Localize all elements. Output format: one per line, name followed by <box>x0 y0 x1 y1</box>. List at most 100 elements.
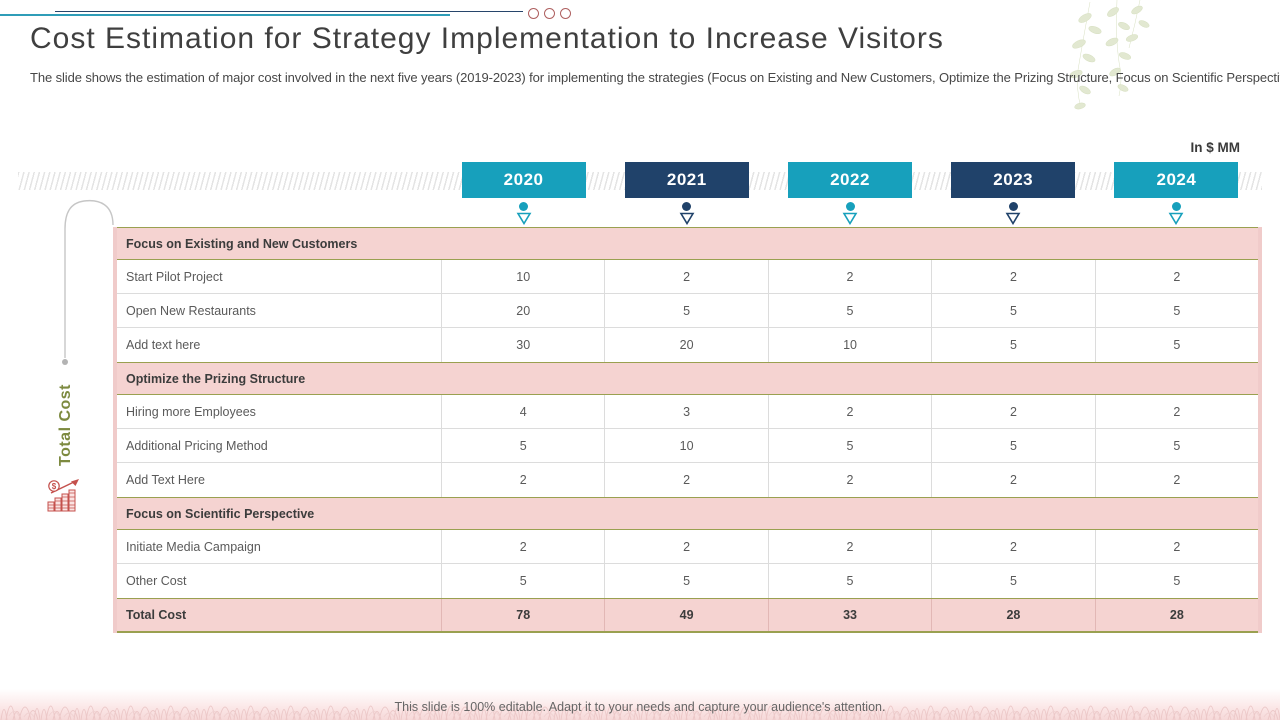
total-value: 78 <box>442 599 606 631</box>
total-value: 28 <box>932 599 1096 631</box>
table-row: Additional Pricing Method 5 10 5 5 5 <box>117 429 1258 463</box>
row-label: Open New Restaurants <box>117 294 442 327</box>
leaf-decoration-graphic <box>1069 0 1150 110</box>
row-label: Start Pilot Project <box>117 260 442 293</box>
decorative-dots <box>528 8 571 19</box>
cell-value: 2 <box>442 463 606 497</box>
year-label: 2020 <box>461 162 586 198</box>
arrow-down-icon <box>516 212 532 225</box>
row-label: Additional Pricing Method <box>117 429 442 462</box>
arrow-down-icon <box>1005 212 1021 225</box>
cell-value: 10 <box>769 328 933 362</box>
cell-value: 2 <box>605 530 769 563</box>
timeline-dot <box>519 202 529 211</box>
circle-icon <box>544 8 555 19</box>
cell-value: 5 <box>932 328 1096 362</box>
cell-value: 2 <box>769 395 933 428</box>
cell-value: 5 <box>442 429 606 462</box>
year-label: 2023 <box>951 162 1076 198</box>
cell-value: 5 <box>442 564 606 598</box>
timeline-dot <box>845 202 855 211</box>
cell-value: 2 <box>932 463 1096 497</box>
cell-value: 5 <box>769 429 933 462</box>
arrow-down-icon <box>842 212 858 225</box>
cell-value: 5 <box>1173 438 1181 453</box>
cell-value: 2 <box>932 530 1096 563</box>
cell-value: 4 <box>442 395 606 428</box>
cell-value: 2 <box>605 463 769 497</box>
table-row: Start Pilot Project 10 2 2 2 2 <box>117 260 1258 294</box>
cell-value: 20 <box>442 294 606 327</box>
table-row: Open New Restaurants 20 5 5 5 5 <box>117 294 1258 328</box>
row-label: Add text here <box>117 328 442 362</box>
cell-value: 5 <box>1173 303 1181 318</box>
circle-icon <box>560 8 571 19</box>
growth-chart-icon: $ <box>47 479 79 512</box>
unit-label: In $ MM <box>1190 140 1241 155</box>
timeline-year-2021: 2021 <box>605 162 768 225</box>
row-label: Initiate Media Campaign <box>117 530 442 563</box>
arrow-down-icon <box>679 212 695 225</box>
cell-value: 5 <box>1173 338 1181 352</box>
cell-value: 5 <box>1173 574 1181 588</box>
circle-icon <box>528 8 539 19</box>
row-label: Other Cost <box>117 564 442 598</box>
cell-value: 5 <box>932 429 1096 462</box>
cell-value: 2 <box>932 260 1096 293</box>
top-navy-line <box>55 11 523 12</box>
section-header-row: Focus on Scientific Perspective <box>117 497 1258 530</box>
cell-value: 2 <box>1173 473 1181 487</box>
bracket-line <box>62 199 114 365</box>
page-title: Cost Estimation for Strategy Implementat… <box>30 22 944 55</box>
table-row: Add text here 30 20 10 5 5 <box>117 328 1258 362</box>
row-label: Add Text Here <box>117 463 442 497</box>
slide-subtitle: The slide shows the estimation of major … <box>30 70 1280 85</box>
cell-value: 2 <box>605 260 769 293</box>
cell-value: 30 <box>442 328 606 362</box>
top-teal-line <box>0 14 450 16</box>
section-header-label: Focus on Existing and New Customers <box>126 236 358 251</box>
cell-value: 5 <box>932 294 1096 327</box>
timeline-dot <box>1008 202 1018 211</box>
timeline-year-2023: 2023 <box>932 162 1095 225</box>
cost-table: Focus on Existing and New Customers Star… <box>113 227 1262 633</box>
timeline-year-2020: 2020 <box>442 162 605 225</box>
section-header-row: Focus on Existing and New Customers <box>117 227 1258 260</box>
footer-grass-decoration <box>0 689 1280 720</box>
total-row: Total Cost 78 49 33 28 28 <box>117 598 1258 633</box>
cell-value: 10 <box>605 429 769 462</box>
section-header-label: Focus on Scientific Perspective <box>126 506 315 521</box>
cell-value: 2 <box>769 260 933 293</box>
cell-value: 5 <box>769 564 933 598</box>
cell-value: 3 <box>605 395 769 428</box>
cell-value: 2 <box>769 463 933 497</box>
timeline-year-2024: 2024 <box>1095 162 1258 225</box>
section-header-row: Optimize the Prizing Structure <box>117 362 1258 395</box>
year-label: 2021 <box>624 162 749 198</box>
arrow-down-icon <box>1168 212 1184 225</box>
table-row: Hiring more Employees 4 3 2 2 2 <box>117 395 1258 429</box>
section-header-label: Optimize the Prizing Structure <box>126 371 306 386</box>
total-value: 28 <box>1169 608 1184 622</box>
cell-value: 10 <box>442 260 606 293</box>
timeline: 2020 2021 2022 2023 2024 <box>442 162 1258 225</box>
footer-note: This slide is 100% editable. Adapt it to… <box>394 700 886 714</box>
cell-value: 2 <box>1173 269 1181 284</box>
cell-value: 2 <box>1173 539 1181 554</box>
timeline-dot <box>682 202 692 211</box>
cell-value: 5 <box>605 564 769 598</box>
cell-value: 2 <box>1173 404 1181 419</box>
total-cost-side-label: Total Cost <box>57 383 74 467</box>
timeline-year-2022: 2022 <box>768 162 931 225</box>
cell-value: 5 <box>605 294 769 327</box>
cell-value: 2 <box>442 530 606 563</box>
year-label: 2022 <box>788 162 912 198</box>
cell-value: 5 <box>932 564 1096 598</box>
cell-value: 5 <box>769 294 933 327</box>
cell-value: 2 <box>769 530 933 563</box>
total-label: Total Cost <box>117 599 442 631</box>
svg-text:$: $ <box>52 482 57 491</box>
table-row: Add Text Here 2 2 2 2 2 <box>117 463 1258 497</box>
table-row: Other Cost 5 5 5 5 5 <box>117 564 1258 598</box>
